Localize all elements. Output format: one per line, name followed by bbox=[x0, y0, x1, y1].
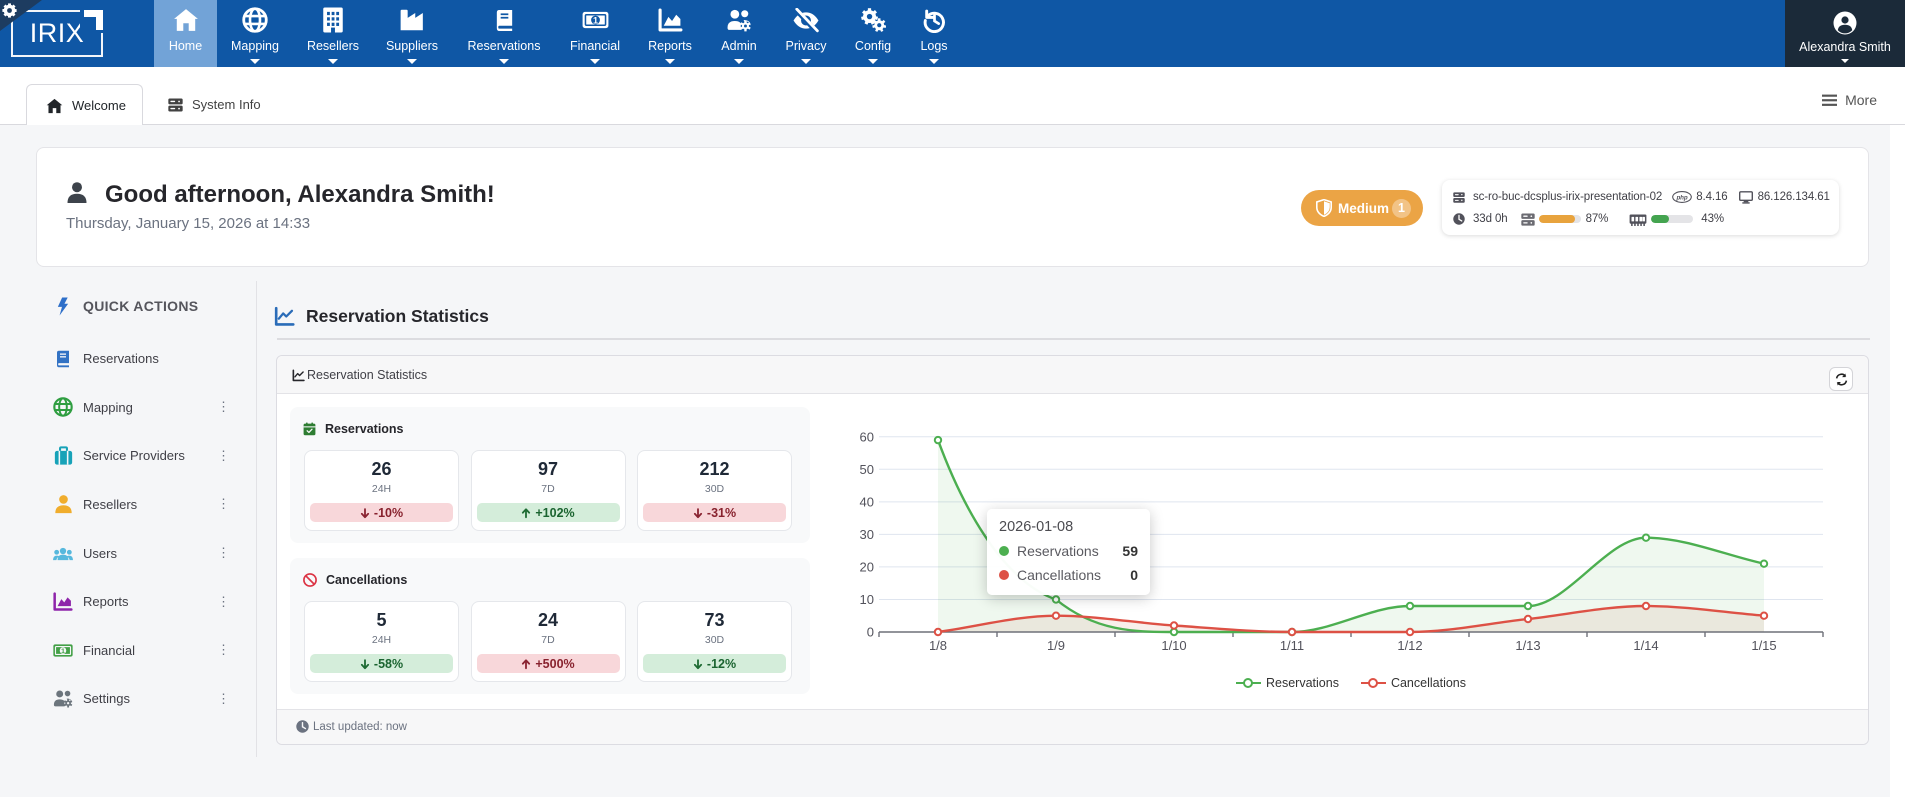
svg-text:1/12: 1/12 bbox=[1397, 638, 1422, 653]
svg-text:1/8: 1/8 bbox=[929, 638, 947, 653]
svg-text:php: php bbox=[1676, 194, 1688, 201]
svg-text:1/13: 1/13 bbox=[1515, 638, 1540, 653]
svg-text:40: 40 bbox=[860, 494, 874, 509]
svg-text:1: 1 bbox=[592, 15, 597, 25]
svg-text:30: 30 bbox=[860, 527, 874, 542]
svg-text:1/15: 1/15 bbox=[1751, 638, 1776, 653]
svg-text:0: 0 bbox=[867, 625, 874, 640]
svg-text:1/14: 1/14 bbox=[1633, 638, 1658, 653]
svg-text:50: 50 bbox=[860, 462, 874, 477]
svg-text:10: 10 bbox=[860, 592, 874, 607]
svg-text:20: 20 bbox=[860, 559, 874, 574]
svg-text:1/10: 1/10 bbox=[1161, 638, 1186, 653]
svg-text:1/9: 1/9 bbox=[1047, 638, 1065, 653]
svg-text:60: 60 bbox=[860, 429, 874, 444]
svg-text:1: 1 bbox=[61, 648, 65, 655]
svg-text:1/11: 1/11 bbox=[1280, 638, 1304, 653]
